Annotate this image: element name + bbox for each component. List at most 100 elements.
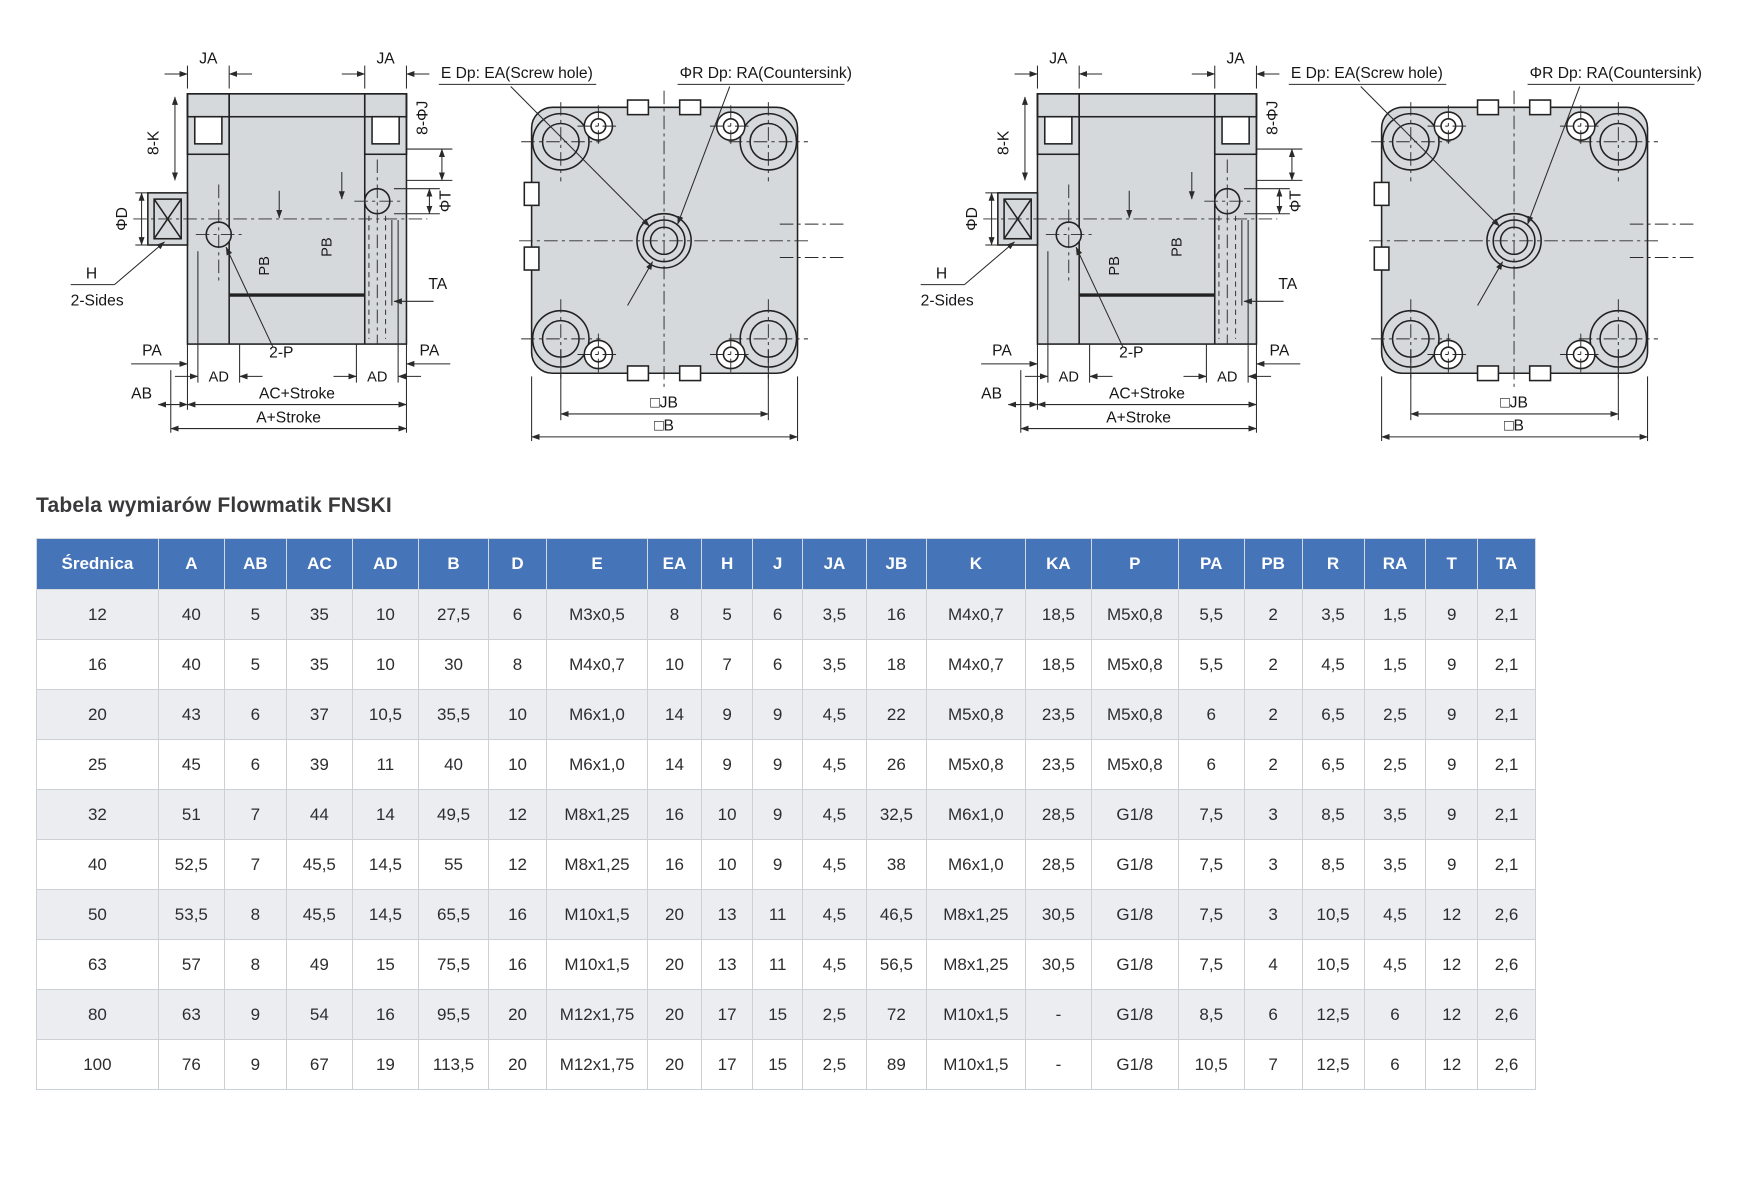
table-cell: 38 — [865, 839, 927, 890]
dimensions-table: Średnica A AB AC AD B D E EA H J JA JB K KA P PA PB R RA T TA… — [36, 538, 1536, 1090]
table-cell: 40 — [36, 839, 159, 890]
technical-drawings: JA JA 8-ΦJ 8-K ΦD — [0, 0, 1742, 464]
table-cell: 20 — [488, 989, 547, 1040]
table-cell: 57 — [157, 939, 225, 990]
dim-bottom: PA PA 2-P AD AD AB AC+Stroke — [131, 219, 451, 433]
table-cell: 9 — [1425, 639, 1479, 690]
table-cell: 20 — [488, 1039, 547, 1090]
label-pb-left: PB — [257, 256, 273, 275]
dim-8-k: 8-K — [995, 96, 1028, 181]
table-cell: 5 — [223, 639, 287, 690]
table-cell: 6,5 — [1301, 739, 1365, 790]
table-cell: 89 — [865, 1039, 927, 1090]
table-cell: 11 — [752, 889, 803, 940]
table-cell: 30,5 — [1024, 889, 1092, 940]
table-cell: 53,5 — [157, 889, 225, 940]
label-2-sides: 2-Sides — [71, 292, 124, 309]
table-cell: M10x1,5 — [545, 889, 649, 940]
table-cell: 4 — [1243, 939, 1303, 990]
table-cell: 2,5 — [1363, 689, 1427, 740]
label-ad-left: AD — [1059, 370, 1079, 386]
table-cell: 6 — [1363, 989, 1427, 1040]
label-ab: AB — [131, 385, 152, 402]
table-cell: 2 — [1243, 689, 1303, 740]
table-cell: 2,1 — [1477, 689, 1536, 740]
table-cell: 15 — [752, 1039, 803, 1090]
table-cell: 14 — [351, 789, 419, 840]
table-cell: M12x1,75 — [545, 989, 649, 1040]
table-cell: 40 — [157, 639, 225, 690]
table-cell: 19 — [351, 1039, 419, 1090]
table-cell: 28,5 — [1024, 789, 1092, 840]
table-cell: 3,5 — [801, 639, 867, 690]
table-cell: 30 — [417, 639, 490, 690]
table-cell: 6,5 — [1301, 689, 1365, 740]
column-header-4: AD — [351, 538, 419, 590]
table-cell: 7 — [223, 789, 287, 840]
table-cell: 44 — [285, 789, 353, 840]
table-cell: 49 — [285, 939, 353, 990]
nut-pocket-right — [1221, 115, 1250, 145]
column-header-3: AC — [285, 538, 353, 590]
table-cell: 2,1 — [1477, 589, 1536, 640]
table-cell: 4,5 — [801, 689, 867, 740]
table-cell: M6x1,0 — [545, 689, 649, 740]
table-row: 25 45 6 39 11 40 10 M6x1,0 14 9 9 4,5 26 M5x0,8 23,5 M5… — [36, 739, 1536, 790]
table-cell: 30,5 — [1024, 939, 1092, 990]
table-cell: 7,5 — [1177, 939, 1245, 990]
table-cell: 9 — [1425, 589, 1479, 640]
table-cell: 9 — [1425, 739, 1479, 790]
table-cell: 45 — [157, 739, 225, 790]
table-cell: 9 — [752, 839, 803, 890]
table-cell: 8,5 — [1301, 839, 1365, 890]
table-cell: 2 — [1243, 739, 1303, 790]
table-cell: 13 — [700, 939, 754, 990]
table-cell: 6 — [223, 689, 287, 740]
label-phi-t: ΦT — [1287, 190, 1304, 212]
dim-ja-left: JA — [1014, 51, 1103, 89]
table-cell: 46,5 — [865, 889, 927, 940]
dim-phi-d: ΦD — [964, 192, 1000, 246]
column-header-8: EA — [647, 538, 702, 590]
label-ab: AB — [981, 385, 1002, 402]
table-cell: M10x1,5 — [925, 1039, 1026, 1090]
label-8-phi-j: 8-ΦJ — [1264, 101, 1281, 135]
label-pa-right: PA — [420, 343, 440, 360]
table-cell: 32,5 — [865, 789, 927, 840]
table-cell: 6 — [1363, 1039, 1427, 1090]
table-cell: 2,5 — [801, 1039, 867, 1090]
dim-bottom: PA PA 2-P AD AD AB AC+Stroke — [981, 219, 1301, 433]
table-cell: 6 — [752, 589, 803, 640]
table-cell: 12 — [1425, 889, 1479, 940]
table-cell: 28,5 — [1024, 839, 1092, 890]
table-cell: 1,5 — [1363, 589, 1427, 640]
table-cell: 43 — [157, 689, 225, 740]
table-cell: 72 — [865, 989, 927, 1040]
column-header-6: D — [488, 538, 547, 590]
column-header-5: B — [417, 538, 490, 590]
table-cell: M5x0,8 — [925, 739, 1026, 790]
table-cell: 113,5 — [417, 1039, 490, 1090]
hole-crosshairs — [1371, 102, 1658, 379]
mounting-notches — [523, 99, 702, 382]
table-cell: 14 — [647, 689, 702, 740]
table-cell: G1/8 — [1090, 789, 1179, 840]
dim-b: □B — [531, 376, 799, 442]
table-cell: 11 — [752, 939, 803, 990]
label-phi-d: ΦD — [114, 207, 131, 231]
table-cell: 80 — [36, 989, 159, 1040]
table-cell: 49,5 — [417, 789, 490, 840]
table-cell: M8x1,25 — [545, 839, 649, 890]
table-cell: 13 — [700, 889, 754, 940]
dim-8-phi-j: 8-ΦJ — [406, 101, 453, 181]
table-cell: 5,5 — [1177, 639, 1245, 690]
table-cell: M10x1,5 — [925, 989, 1026, 1040]
table-cell: 9 — [752, 689, 803, 740]
table-cell: 9 — [1425, 689, 1479, 740]
table-cell: G1/8 — [1090, 839, 1179, 890]
table-cell: 15 — [351, 939, 419, 990]
label-pa-left: PA — [992, 343, 1012, 360]
table-cell: 14 — [647, 739, 702, 790]
label-ad-right: AD — [367, 370, 387, 386]
table-cell: M5x0,8 — [1090, 639, 1179, 690]
